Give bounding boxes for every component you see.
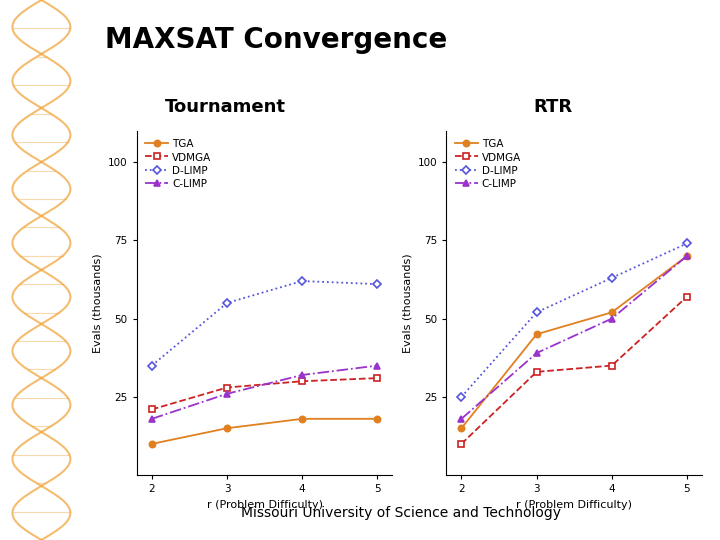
Line: VDMGA: VDMGA: [459, 294, 690, 447]
Line: C-LIMP: C-LIMP: [459, 253, 690, 422]
VDMGA: [298, 378, 307, 384]
D-LIMP: [608, 275, 616, 281]
VDMGA: [222, 384, 231, 391]
TGA: [373, 416, 382, 422]
D-LIMP: [373, 281, 382, 287]
Text: Missouri University of Science and Technology: Missouri University of Science and Techn…: [241, 506, 562, 520]
D-LIMP: [148, 362, 156, 369]
C-LIMP: [683, 253, 691, 259]
VDMGA: [148, 406, 156, 413]
Text: RTR: RTR: [534, 98, 572, 116]
TGA: [683, 253, 691, 259]
Line: VDMGA: VDMGA: [149, 375, 380, 413]
C-LIMP: [608, 315, 616, 322]
Line: C-LIMP: C-LIMP: [149, 362, 380, 422]
C-LIMP: [298, 372, 307, 378]
D-LIMP: [457, 394, 466, 400]
Text: MAXSAT Convergence: MAXSAT Convergence: [105, 26, 447, 54]
TGA: [148, 441, 156, 447]
VDMGA: [532, 369, 541, 375]
Line: D-LIMP: D-LIMP: [459, 240, 690, 400]
C-LIMP: [532, 350, 541, 356]
Text: Tournament: Tournament: [165, 98, 286, 116]
VDMGA: [457, 441, 466, 447]
TGA: [298, 416, 307, 422]
TGA: [457, 425, 466, 431]
Legend: TGA, VDMGA, D-LIMP, C-LIMP: TGA, VDMGA, D-LIMP, C-LIMP: [142, 136, 215, 192]
Line: D-LIMP: D-LIMP: [149, 278, 380, 369]
TGA: [608, 309, 616, 315]
D-LIMP: [532, 309, 541, 315]
Y-axis label: Evals (thousands): Evals (thousands): [402, 253, 412, 353]
C-LIMP: [457, 416, 466, 422]
D-LIMP: [298, 278, 307, 284]
Line: TGA: TGA: [149, 416, 380, 447]
VDMGA: [683, 293, 691, 300]
C-LIMP: [222, 390, 231, 397]
Y-axis label: Evals (thousands): Evals (thousands): [93, 253, 102, 353]
X-axis label: r (Problem Difficulty): r (Problem Difficulty): [516, 500, 632, 510]
D-LIMP: [222, 300, 231, 306]
VDMGA: [373, 375, 382, 381]
Line: TGA: TGA: [459, 253, 690, 431]
X-axis label: r (Problem Difficulty): r (Problem Difficulty): [207, 500, 323, 510]
TGA: [532, 331, 541, 338]
Legend: TGA, VDMGA, D-LIMP, C-LIMP: TGA, VDMGA, D-LIMP, C-LIMP: [451, 136, 524, 192]
VDMGA: [608, 362, 616, 369]
C-LIMP: [148, 416, 156, 422]
D-LIMP: [683, 240, 691, 247]
TGA: [222, 425, 231, 431]
C-LIMP: [373, 362, 382, 369]
